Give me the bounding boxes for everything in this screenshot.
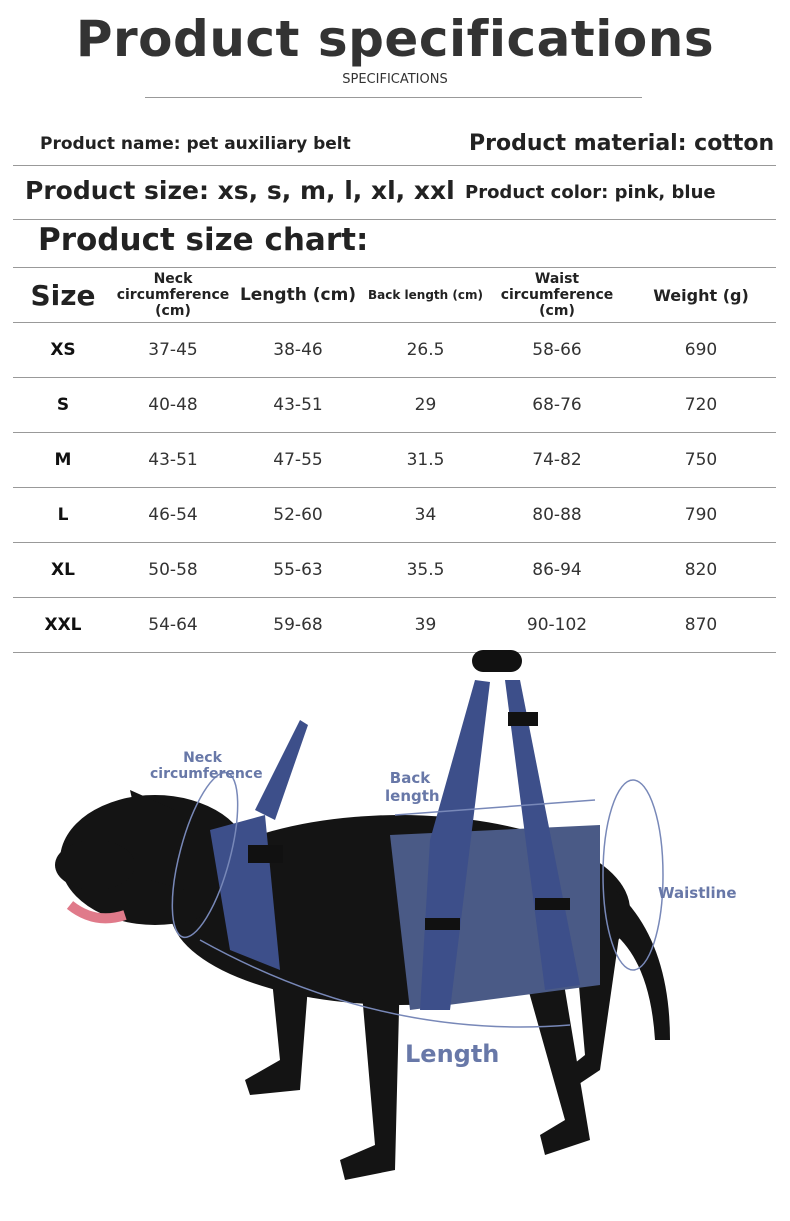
size-cell: XS bbox=[13, 322, 113, 378]
table-row: S 40-48 43-51 29 68-76 720 bbox=[13, 377, 776, 433]
value-cell: 52-60 bbox=[233, 487, 363, 543]
value-cell: 720 bbox=[626, 377, 776, 433]
value-cell: 90-102 bbox=[488, 597, 626, 653]
size-chart-table: Size Neck circumference (cm) Length (cm)… bbox=[13, 267, 776, 653]
label-back-length: Back length bbox=[385, 769, 440, 805]
value-cell: 43-51 bbox=[233, 377, 363, 433]
spec-material: Product material: cotton bbox=[469, 131, 775, 156]
column-header: Neck circumference (cm) bbox=[113, 267, 233, 323]
value-cell: 870 bbox=[626, 597, 776, 653]
label-length: Length bbox=[405, 1040, 500, 1068]
value-cell: 38-46 bbox=[233, 322, 363, 378]
size-cell: L bbox=[13, 487, 113, 543]
value-cell: 40-48 bbox=[113, 377, 233, 433]
value-cell: 820 bbox=[626, 542, 776, 598]
value-cell: 74-82 bbox=[488, 432, 626, 488]
label-waistline: Waistline bbox=[658, 884, 737, 902]
table-row: XS 37-45 38-46 26.5 58-66 690 bbox=[13, 322, 776, 378]
spec-size: Product size: xs, s, m, l, xl, xxl bbox=[25, 176, 455, 205]
size-cell: XXL bbox=[13, 597, 113, 653]
value-cell: 39 bbox=[363, 597, 488, 653]
label-neck: Neck circumference bbox=[150, 750, 263, 782]
divider bbox=[13, 165, 776, 166]
table-header-row: Size Neck circumference (cm) Length (cm)… bbox=[13, 267, 776, 323]
value-cell: 47-55 bbox=[233, 432, 363, 488]
value-cell: 34 bbox=[363, 487, 488, 543]
value-cell: 55-63 bbox=[233, 542, 363, 598]
divider bbox=[13, 219, 776, 220]
value-cell: 37-45 bbox=[113, 322, 233, 378]
value-cell: 29 bbox=[363, 377, 488, 433]
size-cell: M bbox=[13, 432, 113, 488]
column-header: Weight (g) bbox=[626, 267, 776, 323]
value-cell: 690 bbox=[626, 322, 776, 378]
value-cell: 54-64 bbox=[113, 597, 233, 653]
value-cell: 26.5 bbox=[363, 322, 488, 378]
value-cell: 35.5 bbox=[363, 542, 488, 598]
dog-harness-diagram bbox=[55, 650, 670, 1180]
table-row: L 46-54 52-60 34 80-88 790 bbox=[13, 487, 776, 543]
divider bbox=[145, 97, 642, 98]
column-header: Length (cm) bbox=[233, 267, 363, 323]
harness-illustration bbox=[210, 650, 600, 1010]
value-cell: 750 bbox=[626, 432, 776, 488]
value-cell: 790 bbox=[626, 487, 776, 543]
spec-color: Product color: pink, blue bbox=[465, 182, 716, 203]
table-row: XL 50-58 55-63 35.5 86-94 820 bbox=[13, 542, 776, 598]
value-cell: 80-88 bbox=[488, 487, 626, 543]
value-cell: 43-51 bbox=[113, 432, 233, 488]
table-row: M 43-51 47-55 31.5 74-82 750 bbox=[13, 432, 776, 488]
dog-tongue bbox=[66, 900, 127, 924]
value-cell: 46-54 bbox=[113, 487, 233, 543]
page-subtitle: SPECIFICATIONS bbox=[342, 72, 448, 87]
value-cell: 31.5 bbox=[363, 432, 488, 488]
value-cell: 68-76 bbox=[488, 377, 626, 433]
table-row: XXL 54-64 59-68 39 90-102 870 bbox=[13, 597, 776, 653]
column-header: Back length (cm) bbox=[363, 267, 488, 323]
value-cell: 86-94 bbox=[488, 542, 626, 598]
size-cell: XL bbox=[13, 542, 113, 598]
spec-name: Product name: pet auxiliary belt bbox=[40, 134, 351, 154]
column-header: Size bbox=[13, 267, 113, 323]
value-cell: 50-58 bbox=[113, 542, 233, 598]
measurement-lines bbox=[171, 771, 664, 1028]
size-chart-title: Product size chart: bbox=[38, 222, 369, 258]
value-cell: 59-68 bbox=[233, 597, 363, 653]
size-cell: S bbox=[13, 377, 113, 433]
page-title: Product specifications bbox=[75, 10, 715, 68]
value-cell: 58-66 bbox=[488, 322, 626, 378]
column-header: Waist circumference (cm) bbox=[488, 267, 626, 323]
